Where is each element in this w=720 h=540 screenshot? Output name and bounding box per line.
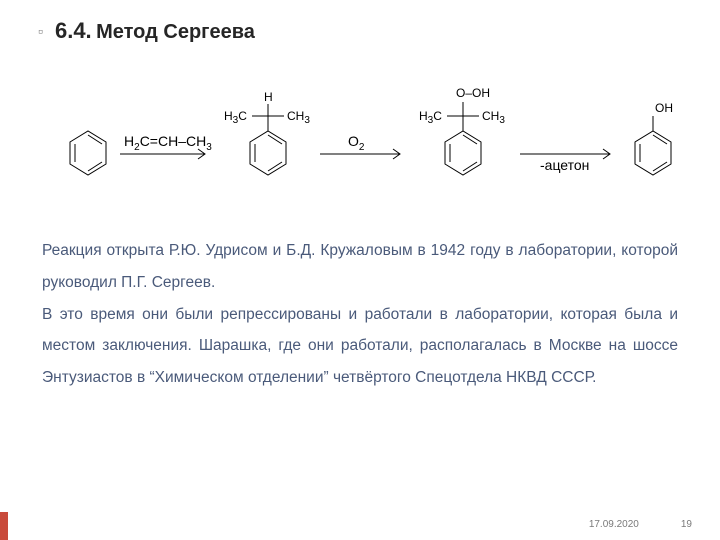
bullet-icon: ▫ (38, 23, 43, 39)
hydroperoxide-right: CH3 (482, 109, 505, 126)
phenol-oh: OH (655, 101, 673, 115)
arrow-3: -ацетон (520, 149, 610, 173)
slide-title-row: ▫ 6.4. Метод Сергеева (0, 0, 720, 44)
title-text: Метод Сергеева (96, 21, 255, 43)
hydroperoxide-ooh: O–OH (456, 86, 490, 100)
byproduct-acetone: -ацетон (540, 157, 589, 173)
cumene-h: H (264, 90, 273, 104)
benzene-start (70, 131, 106, 175)
footer-date: 17.09.2020 (589, 519, 639, 530)
title-number: 6.4. (55, 18, 92, 43)
arrow-2: O2 (320, 133, 400, 159)
slide-title: 6.4. Метод Сергеева (55, 18, 255, 44)
phenol: OH (635, 101, 673, 175)
accent-bar (0, 512, 8, 540)
arrow-1: H2C=CH–CH3 (120, 133, 212, 159)
paragraph-2: В это время они были репрессированы и ра… (42, 299, 678, 394)
reaction-scheme: H2C=CH–CH3 H H3C CH3 O2 (0, 72, 720, 222)
paragraph-1: Реакция открыта Р.Ю. Удрисом и Б.Д. Круж… (42, 235, 678, 299)
cumene-right: CH3 (287, 109, 310, 126)
cumene-hydroperoxide: O–OH H3C CH3 (419, 86, 505, 175)
body-text: Реакция открыта Р.Ю. Удрисом и Б.Д. Круж… (0, 235, 720, 394)
reagent-o2: O2 (348, 133, 365, 153)
slide-footer: 17.09.2020 19 (589, 519, 692, 530)
cumene-left: H3C (224, 109, 247, 126)
cumene: H H3C CH3 (224, 90, 310, 175)
footer-page: 19 (681, 519, 692, 530)
hydroperoxide-left: H3C (419, 109, 442, 126)
